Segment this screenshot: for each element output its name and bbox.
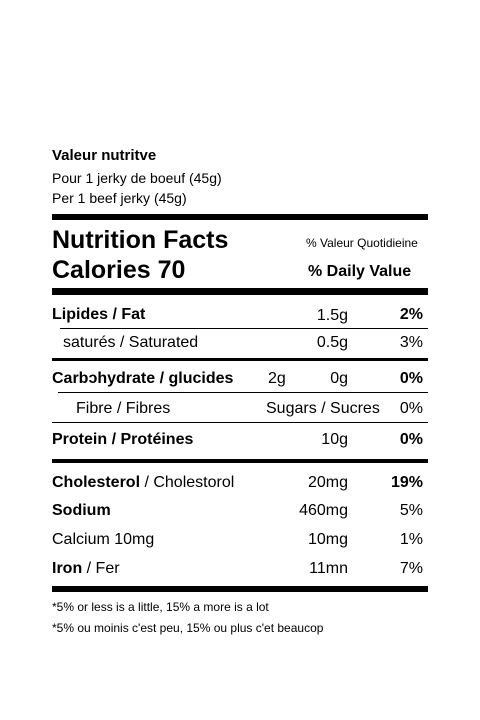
footnote-en: *5% or less is a little, 15% a more is a… <box>52 600 269 614</box>
fat-dv: 2% <box>399 306 423 323</box>
sugars-label: Sugars / Sucres <box>266 400 380 417</box>
calcium-amount: 10mg <box>307 531 348 548</box>
medium-rule <box>52 358 428 361</box>
thick-rule-top <box>52 214 428 220</box>
calcium-dv: 1% <box>399 531 423 548</box>
daily-value-en: % Daily Value <box>308 263 412 280</box>
thick-rule-bottom <box>52 586 428 592</box>
calcium-label: Calcium 10mg <box>52 531 155 548</box>
calories: Calories 70 <box>52 256 186 284</box>
serving-size-en: Per 1 beef jerky (45g) <box>52 190 187 206</box>
thin-rule <box>60 328 428 329</box>
cholesterol-dv: 19% <box>390 474 423 491</box>
serving-size-fr: Pour 1 jerky de boeuf (45g) <box>52 170 222 186</box>
protein-dv: 0% <box>399 431 423 448</box>
footnote-fr: *5% ou moinis c'est peu, 15% ou plus c'e… <box>52 621 324 635</box>
label-title: Valeur nutritve <box>52 147 157 164</box>
thin-rule <box>52 422 428 423</box>
thin-rule <box>58 392 428 393</box>
protein-amount: 10g <box>321 431 348 448</box>
saturated-amount: 0.5g <box>316 334 348 351</box>
thick-rule-calories <box>52 288 428 295</box>
daily-value-fr: % Valeur Quotidieine <box>306 236 418 250</box>
cholesterol-amount: 20mg <box>307 474 348 491</box>
protein-label: Protein / Protéines <box>52 431 194 448</box>
carbohydrate-dv: 0% <box>399 370 423 387</box>
fibre-label: Fibre / Fibres <box>76 400 171 417</box>
cholesterol-label: Cholesterol / Cholestorol <box>52 474 235 491</box>
iron-dv: 7% <box>399 560 423 577</box>
iron-label: Iron / Fer <box>52 560 120 577</box>
sodium-label: Sodium <box>52 502 111 519</box>
carbohydrate-sugars-amount: 0g <box>330 370 348 387</box>
sodium-amount: 460mg <box>299 502 348 519</box>
sodium-dv: 5% <box>399 502 423 519</box>
thick-rule-minerals <box>52 459 428 463</box>
fat-amount: 1.5g <box>316 307 348 324</box>
carbohydrate-label: Carbɔhydrate / glucides <box>52 370 234 387</box>
saturated-dv: 3% <box>399 334 423 351</box>
fat-label: Lipides / Fat <box>52 306 146 323</box>
saturated-label: saturés / Saturated <box>63 334 199 351</box>
carbohydrate-amount: 2g <box>268 370 286 387</box>
nutrition-facts-title: Nutrition Facts <box>52 226 229 254</box>
fibre-dv: 0% <box>399 400 423 417</box>
iron-amount: 11mn <box>309 560 348 577</box>
